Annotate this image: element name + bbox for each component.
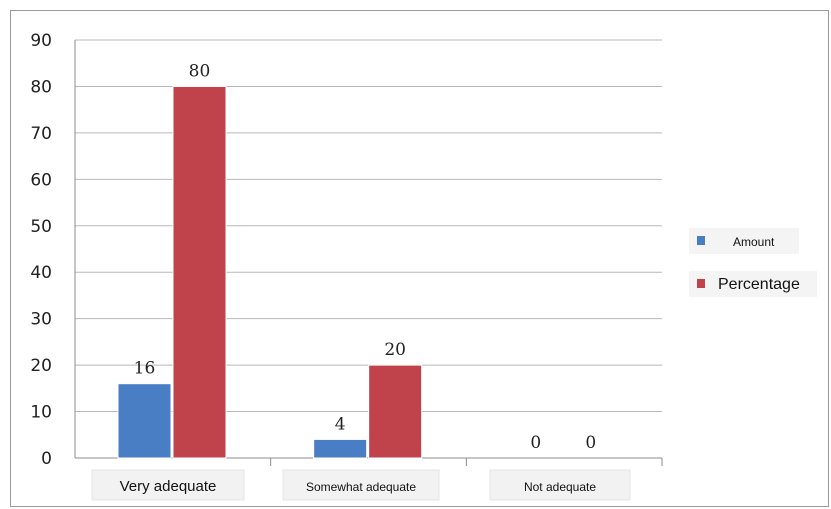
data-label: 20	[384, 340, 406, 360]
data-label: 4	[335, 414, 346, 434]
bar-percentage	[172, 85, 227, 459]
y-tick-label: 0	[41, 449, 52, 469]
category-label-box	[282, 469, 440, 501]
legend-swatch-percentage	[697, 279, 705, 288]
y-tick-label: 60	[30, 170, 52, 190]
legend-item-box	[689, 271, 817, 297]
bar-amount	[117, 383, 172, 459]
bar-amount	[313, 438, 368, 459]
y-tick-label: 70	[30, 124, 52, 144]
y-tick-label: 80	[30, 77, 52, 97]
legend-label-amount: Amount	[733, 235, 775, 249]
category-label-box	[489, 469, 631, 501]
x-category-label: Not adequate	[524, 480, 596, 494]
legend-swatch-amount	[697, 236, 705, 245]
legend-label-percentage: Percentage	[718, 276, 800, 293]
legend-item-box	[689, 228, 799, 254]
data-label: 0	[530, 433, 541, 453]
x-category-label: Somewhat adequate	[306, 480, 416, 494]
y-tick-label: 30	[30, 310, 52, 330]
bar-percentage	[368, 364, 423, 459]
y-tick-label: 50	[30, 217, 52, 237]
y-tick-label: 40	[30, 263, 52, 283]
y-tick-label: 90	[30, 31, 52, 51]
category-label-box	[91, 469, 245, 501]
x-category-label: Very adequate	[120, 478, 217, 495]
y-tick-label: 20	[30, 356, 52, 376]
data-label: 0	[585, 433, 596, 453]
data-label: 80	[189, 61, 211, 81]
y-tick-label: 10	[30, 403, 52, 423]
data-label: 16	[134, 359, 156, 379]
